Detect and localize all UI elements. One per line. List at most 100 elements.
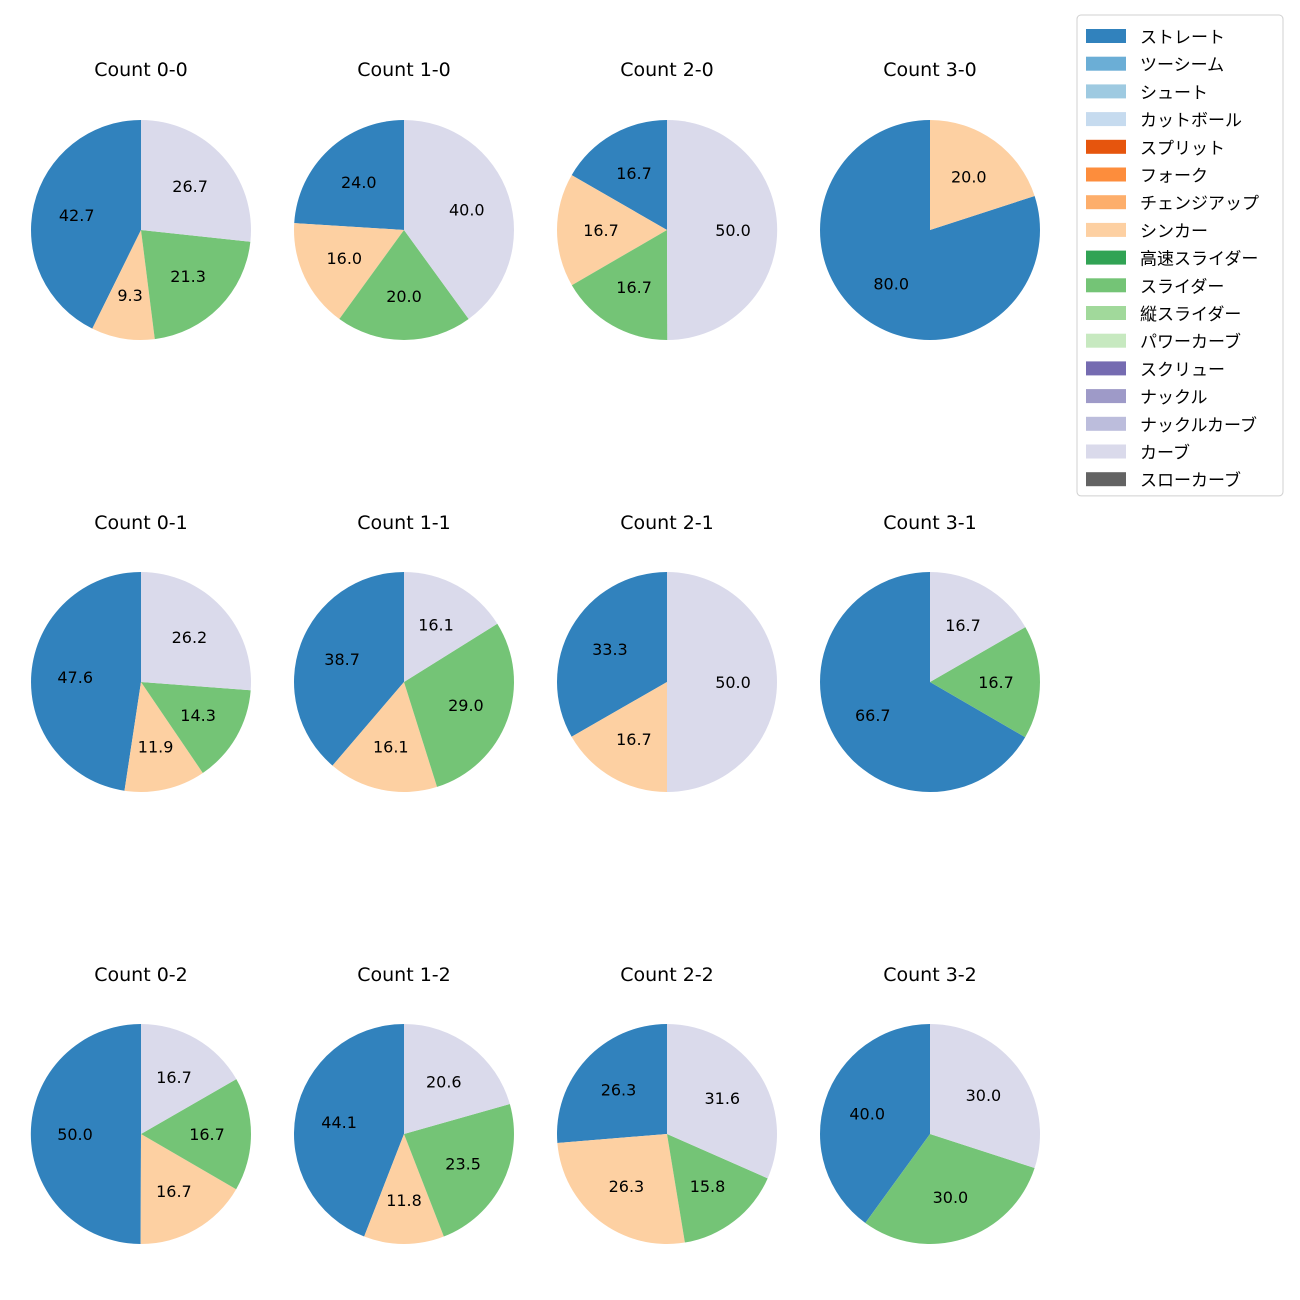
legend-item-label: フォーク — [1140, 167, 1208, 187]
pie-slice-2 — [92, 230, 155, 340]
legend-item-label: チェンジアップ — [1140, 194, 1259, 214]
slice-value-label: 20.0 — [951, 168, 987, 187]
slice-value-label: 11.8 — [386, 1191, 422, 1210]
legend-item-label: シンカー — [1140, 222, 1208, 242]
pie-slice-3 — [667, 1134, 768, 1243]
pie-slice-4 — [141, 1024, 237, 1134]
pie-title: Count 3-1 — [883, 512, 977, 534]
pie-slice-2 — [294, 223, 404, 319]
legend-item-label: カーブ — [1140, 443, 1190, 464]
pie-slice-1 — [31, 572, 141, 791]
pie-title: Count 0-0 — [94, 59, 188, 81]
slice-value-label: 16.7 — [616, 164, 652, 183]
slice-value-label: 29.0 — [448, 696, 484, 715]
pie-slice-1 — [294, 120, 404, 230]
slice-value-label: 16.1 — [418, 615, 454, 634]
legend-swatch — [1086, 112, 1126, 127]
pie-slice-1 — [294, 572, 404, 766]
pie-slice-2 — [557, 1134, 685, 1245]
slice-value-label: 20.6 — [426, 1072, 462, 1091]
pie-slice-3 — [667, 572, 777, 792]
pie-slice-3 — [404, 623, 514, 787]
slice-value-label: 16.7 — [156, 1182, 192, 1201]
slice-value-label: 16.7 — [945, 616, 981, 635]
legend-swatch — [1086, 167, 1126, 182]
slice-value-label: 50.0 — [57, 1125, 93, 1144]
pie-slice-4 — [667, 1024, 778, 1179]
pie-slice-1 — [293, 1024, 404, 1237]
legend-item-label: シュート — [1140, 83, 1208, 103]
pie-slice-1 — [820, 572, 1026, 793]
slice-value-label: 44.1 — [321, 1113, 357, 1132]
slice-value-label: 21.3 — [170, 267, 206, 286]
legend-swatch — [1086, 444, 1126, 459]
slice-value-label: 26.7 — [172, 177, 208, 196]
pie-slice-2 — [556, 175, 667, 286]
legend-swatch — [1086, 56, 1126, 71]
pie-count-2-2: Count 2-2 26.3 26.3 15.8 31.6 — [557, 964, 778, 1245]
slice-value-label: 31.6 — [704, 1089, 740, 1108]
legend-item-label: スライダー — [1140, 277, 1224, 297]
pie-slice-1 — [820, 120, 1041, 340]
pie-title: Count 2-1 — [620, 512, 714, 534]
pie-title: Count 0-2 — [94, 964, 188, 986]
pie-title: Count 2-0 — [620, 59, 714, 81]
pie-slice-3 — [404, 1103, 514, 1237]
slice-value-label: 16.7 — [616, 278, 652, 297]
legend-swatch — [1086, 361, 1126, 376]
slice-value-label: 16.7 — [616, 730, 652, 749]
pie-title: Count 3-0 — [883, 59, 977, 81]
pie-count-3-1: Count 3-1 66.7 16.7 16.7 — [820, 512, 1041, 793]
legend: ストレートツーシームシュートカットボールスプリットフォークチェンジアップシンカー… — [1076, 14, 1284, 497]
pie-slice-1 — [571, 120, 667, 230]
pie-slice-2 — [571, 682, 667, 792]
pie-count-0-2: Count 0-2 50.0 16.7 16.7 16.7 — [30, 964, 252, 1245]
pie-title: Count 0-1 — [94, 512, 188, 534]
slice-value-label: 15.8 — [690, 1177, 726, 1196]
slice-value-label: 9.3 — [117, 286, 142, 305]
legend-item-label: ナックル — [1140, 388, 1208, 408]
slice-value-label: 42.7 — [59, 206, 95, 225]
slice-value-label: 33.3 — [592, 640, 628, 659]
legend-swatch — [1086, 195, 1126, 210]
legend-item-label: スクリュー — [1140, 360, 1225, 380]
pie-slice-2 — [140, 1134, 237, 1245]
slice-value-label: 26.3 — [609, 1177, 645, 1196]
legend-swatch — [1086, 278, 1126, 293]
legend-swatch — [1086, 416, 1126, 431]
slice-value-label: 50.0 — [715, 673, 751, 692]
slice-value-label: 80.0 — [873, 274, 909, 293]
slice-value-label: 11.9 — [138, 737, 174, 756]
pies-group: Count 0-0 42.7 9.3 21.3 26.7 Count 1-0 24.0 16.… — [30, 59, 1041, 1245]
pie-count-0-1: Count 0-1 47.6 11.9 14.3 26.2 — [31, 512, 252, 792]
pie-slice-1 — [30, 1023, 141, 1244]
pie-slice-1 — [557, 1024, 667, 1143]
legend-item-label: パワーカーブ — [1140, 332, 1241, 353]
legend-swatch — [1086, 472, 1126, 487]
legend-item-label: スプリット — [1140, 139, 1225, 159]
legend-item-label: ナックルカーブ — [1140, 415, 1257, 436]
legend-item-label: スローカーブ — [1140, 470, 1241, 491]
slice-value-label: 14.3 — [180, 706, 216, 725]
slice-value-label: 24.0 — [341, 173, 377, 192]
slice-value-label: 26.3 — [601, 1080, 637, 1099]
slice-value-label: 16.7 — [583, 221, 619, 240]
pie-count-2-1: Count 2-1 33.3 16.7 50.0 — [556, 512, 777, 792]
pie-slice-2 — [930, 120, 1035, 230]
pie-count-1-2: Count 1-2 44.1 11.8 23.5 20.6 — [293, 964, 514, 1245]
pie-count-2-0: Count 2-0 16.7 16.7 16.7 50.0 — [556, 59, 778, 341]
pie-title: Count 1-0 — [357, 59, 451, 81]
pie-slice-3 — [339, 230, 469, 341]
pie-slice-2 — [865, 1134, 1035, 1245]
slice-value-label: 20.0 — [386, 287, 422, 306]
pie-slice-2 — [332, 682, 438, 792]
slice-value-label: 16.7 — [156, 1068, 192, 1087]
slice-value-label: 66.7 — [855, 706, 891, 725]
pie-slice-2 — [364, 1134, 444, 1245]
legend-swatch — [1086, 389, 1126, 404]
pie-slice-3 — [141, 230, 251, 340]
pie-slice-1 — [31, 120, 141, 329]
pie-slice-3 — [930, 1024, 1041, 1168]
legend-swatch — [1086, 333, 1126, 348]
